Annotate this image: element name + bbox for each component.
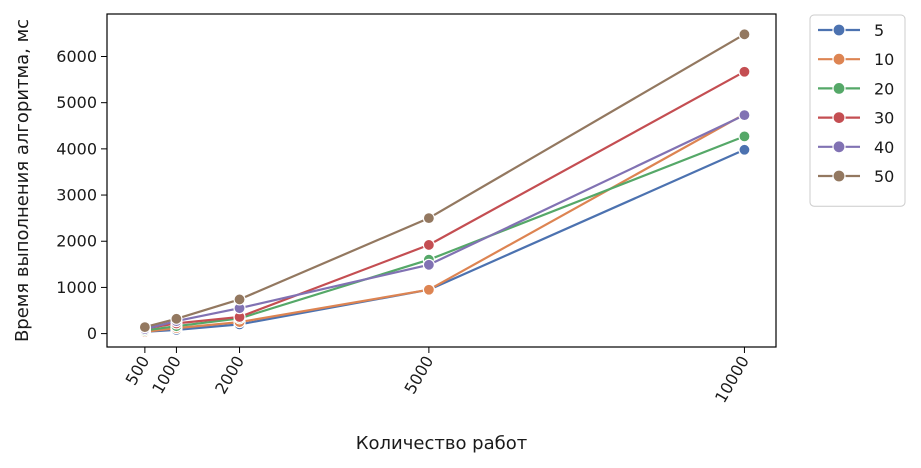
data-point [422, 283, 435, 296]
legend-item: 10 [818, 50, 894, 69]
y-axis: 0 1000 2000 3000 4000 5000 6000 [56, 47, 107, 343]
x-axis-label: Количество работ [356, 433, 527, 454]
legend-item: 20 [818, 79, 894, 98]
x-tick-label: 10000 [711, 353, 753, 407]
legend-item: 50 [818, 167, 894, 186]
data-point [738, 65, 751, 78]
series-30 [138, 65, 751, 335]
plot-frame [106, 13, 777, 348]
y-tick-label: 3000 [56, 186, 97, 205]
legend-marker [832, 110, 846, 125]
x-tick-label: 1000 [148, 353, 185, 398]
y-tick-label: 2000 [56, 232, 97, 251]
data-point [738, 130, 751, 143]
data-point [170, 312, 183, 325]
y-tick-label: 1000 [56, 278, 97, 297]
legend-label: 40 [874, 138, 894, 157]
series-line [144, 70, 745, 330]
legend-item: 5 [818, 21, 884, 40]
x-tick-label: 2000 [211, 353, 248, 398]
legend-label: 5 [874, 21, 884, 40]
legend-label: 20 [874, 79, 894, 98]
data-point [738, 143, 751, 156]
legend-item: 30 [818, 109, 894, 128]
legend-marker [832, 140, 846, 154]
legend-marker [832, 23, 846, 37]
data-point [422, 258, 435, 271]
data-point [138, 321, 151, 334]
x-tick-label: 5000 [401, 353, 438, 398]
legend-label: 30 [874, 109, 894, 128]
series-50 [138, 28, 751, 334]
legend-label: 10 [874, 50, 894, 69]
legend: 5 10 20 30 40 50 [809, 14, 906, 207]
data-point [422, 238, 435, 252]
legend-label: 50 [874, 167, 894, 186]
data-point [422, 212, 435, 225]
y-tick-label: 0 [87, 324, 97, 343]
legend-item: 40 [818, 138, 894, 157]
series-40 [138, 109, 751, 336]
y-axis-label: Время выполнения алгоритма, мс [12, 19, 33, 342]
y-tick-label: 5000 [56, 93, 97, 112]
data-point [738, 109, 751, 122]
x-tick-label: 500 [122, 353, 154, 389]
legend-marker [832, 52, 846, 66]
legend-marker [832, 81, 846, 96]
legend-marker [832, 169, 846, 183]
series-5 [138, 143, 751, 338]
data-point [738, 28, 751, 41]
data-point [233, 293, 246, 306]
plot-content [138, 28, 751, 338]
y-tick-label: 4000 [56, 139, 97, 158]
y-tick-label: 6000 [56, 47, 97, 66]
